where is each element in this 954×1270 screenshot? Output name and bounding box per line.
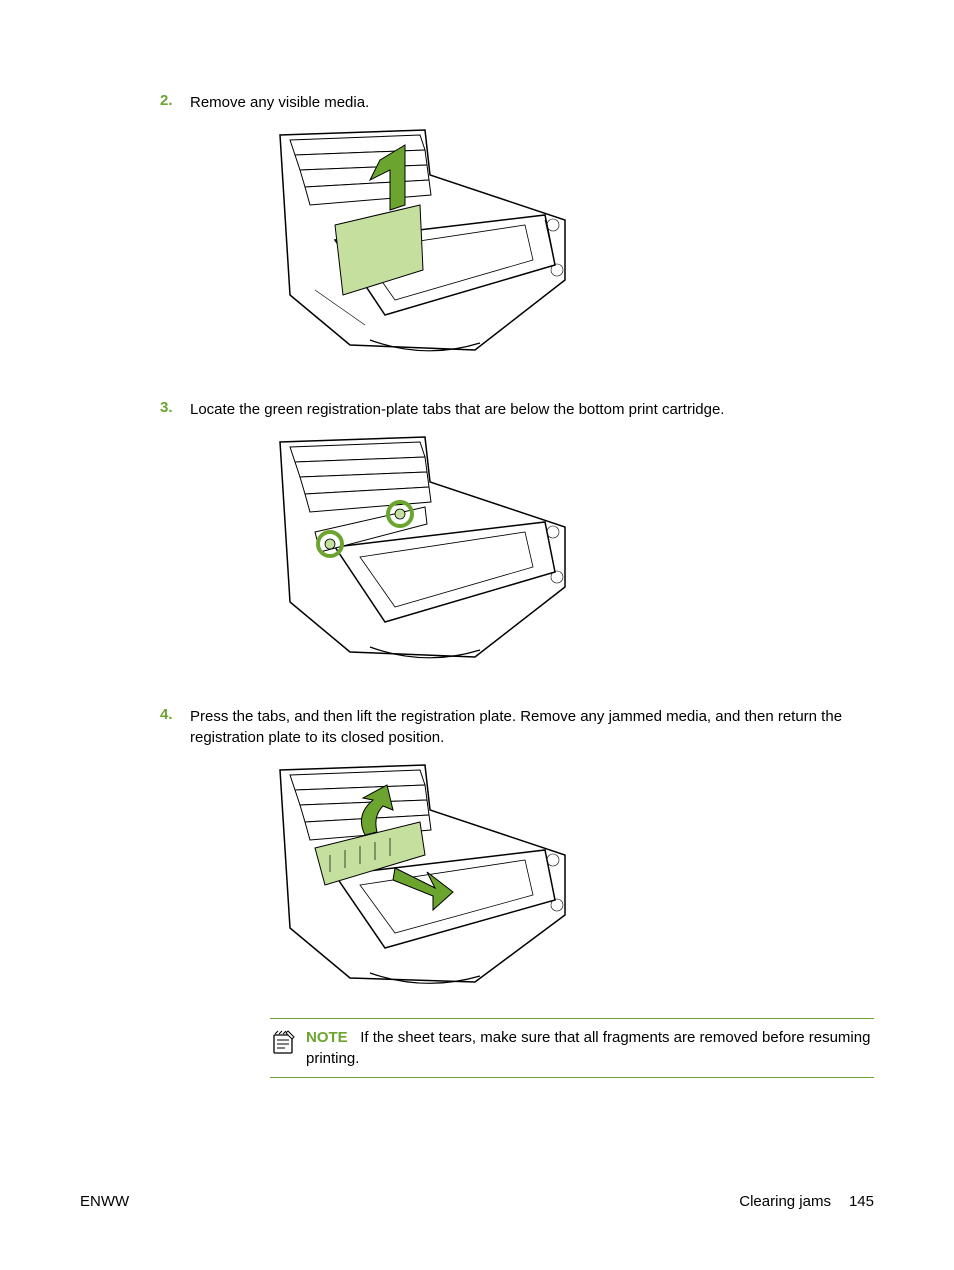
note-label: NOTE bbox=[306, 1029, 348, 1046]
note-icon bbox=[270, 1027, 306, 1069]
step-illustration bbox=[275, 432, 874, 666]
step-illustration bbox=[275, 125, 874, 359]
footer-right: Clearing jams 145 bbox=[739, 1193, 874, 1210]
note-body: NOTE If the sheet tears, make sure that … bbox=[306, 1027, 874, 1069]
footer-page-number: 145 bbox=[849, 1193, 874, 1210]
step-item: 4. Press the tabs, and then lift the reg… bbox=[160, 706, 874, 748]
printer-locate-tabs-illustration bbox=[275, 432, 571, 662]
document-page: 2. Remove any visible media. bbox=[0, 0, 954, 1270]
step-number: 4. bbox=[160, 706, 190, 748]
step-text: Locate the green registration-plate tabs… bbox=[190, 399, 874, 420]
page-footer: ENWW Clearing jams 145 bbox=[80, 1193, 874, 1210]
note-row: NOTE If the sheet tears, make sure that … bbox=[270, 1019, 874, 1077]
step-text: Press the tabs, and then lift the regist… bbox=[190, 706, 874, 748]
note-rule-bottom bbox=[270, 1077, 874, 1078]
step-text: Remove any visible media. bbox=[190, 92, 874, 113]
note-text: If the sheet tears, make sure that all f… bbox=[306, 1029, 870, 1067]
printer-remove-media-illustration bbox=[275, 125, 571, 355]
printer-lift-plate-illustration bbox=[275, 760, 571, 986]
step-number: 3. bbox=[160, 399, 190, 420]
note-block: NOTE If the sheet tears, make sure that … bbox=[270, 1018, 874, 1078]
step-item: 2. Remove any visible media. bbox=[160, 92, 874, 113]
footer-section: Clearing jams bbox=[739, 1193, 831, 1210]
steps-list: 2. Remove any visible media. bbox=[160, 92, 874, 1078]
footer-left: ENWW bbox=[80, 1193, 129, 1210]
step-illustration bbox=[275, 760, 874, 990]
step-number: 2. bbox=[160, 92, 190, 113]
step-item: 3. Locate the green registration-plate t… bbox=[160, 399, 874, 420]
